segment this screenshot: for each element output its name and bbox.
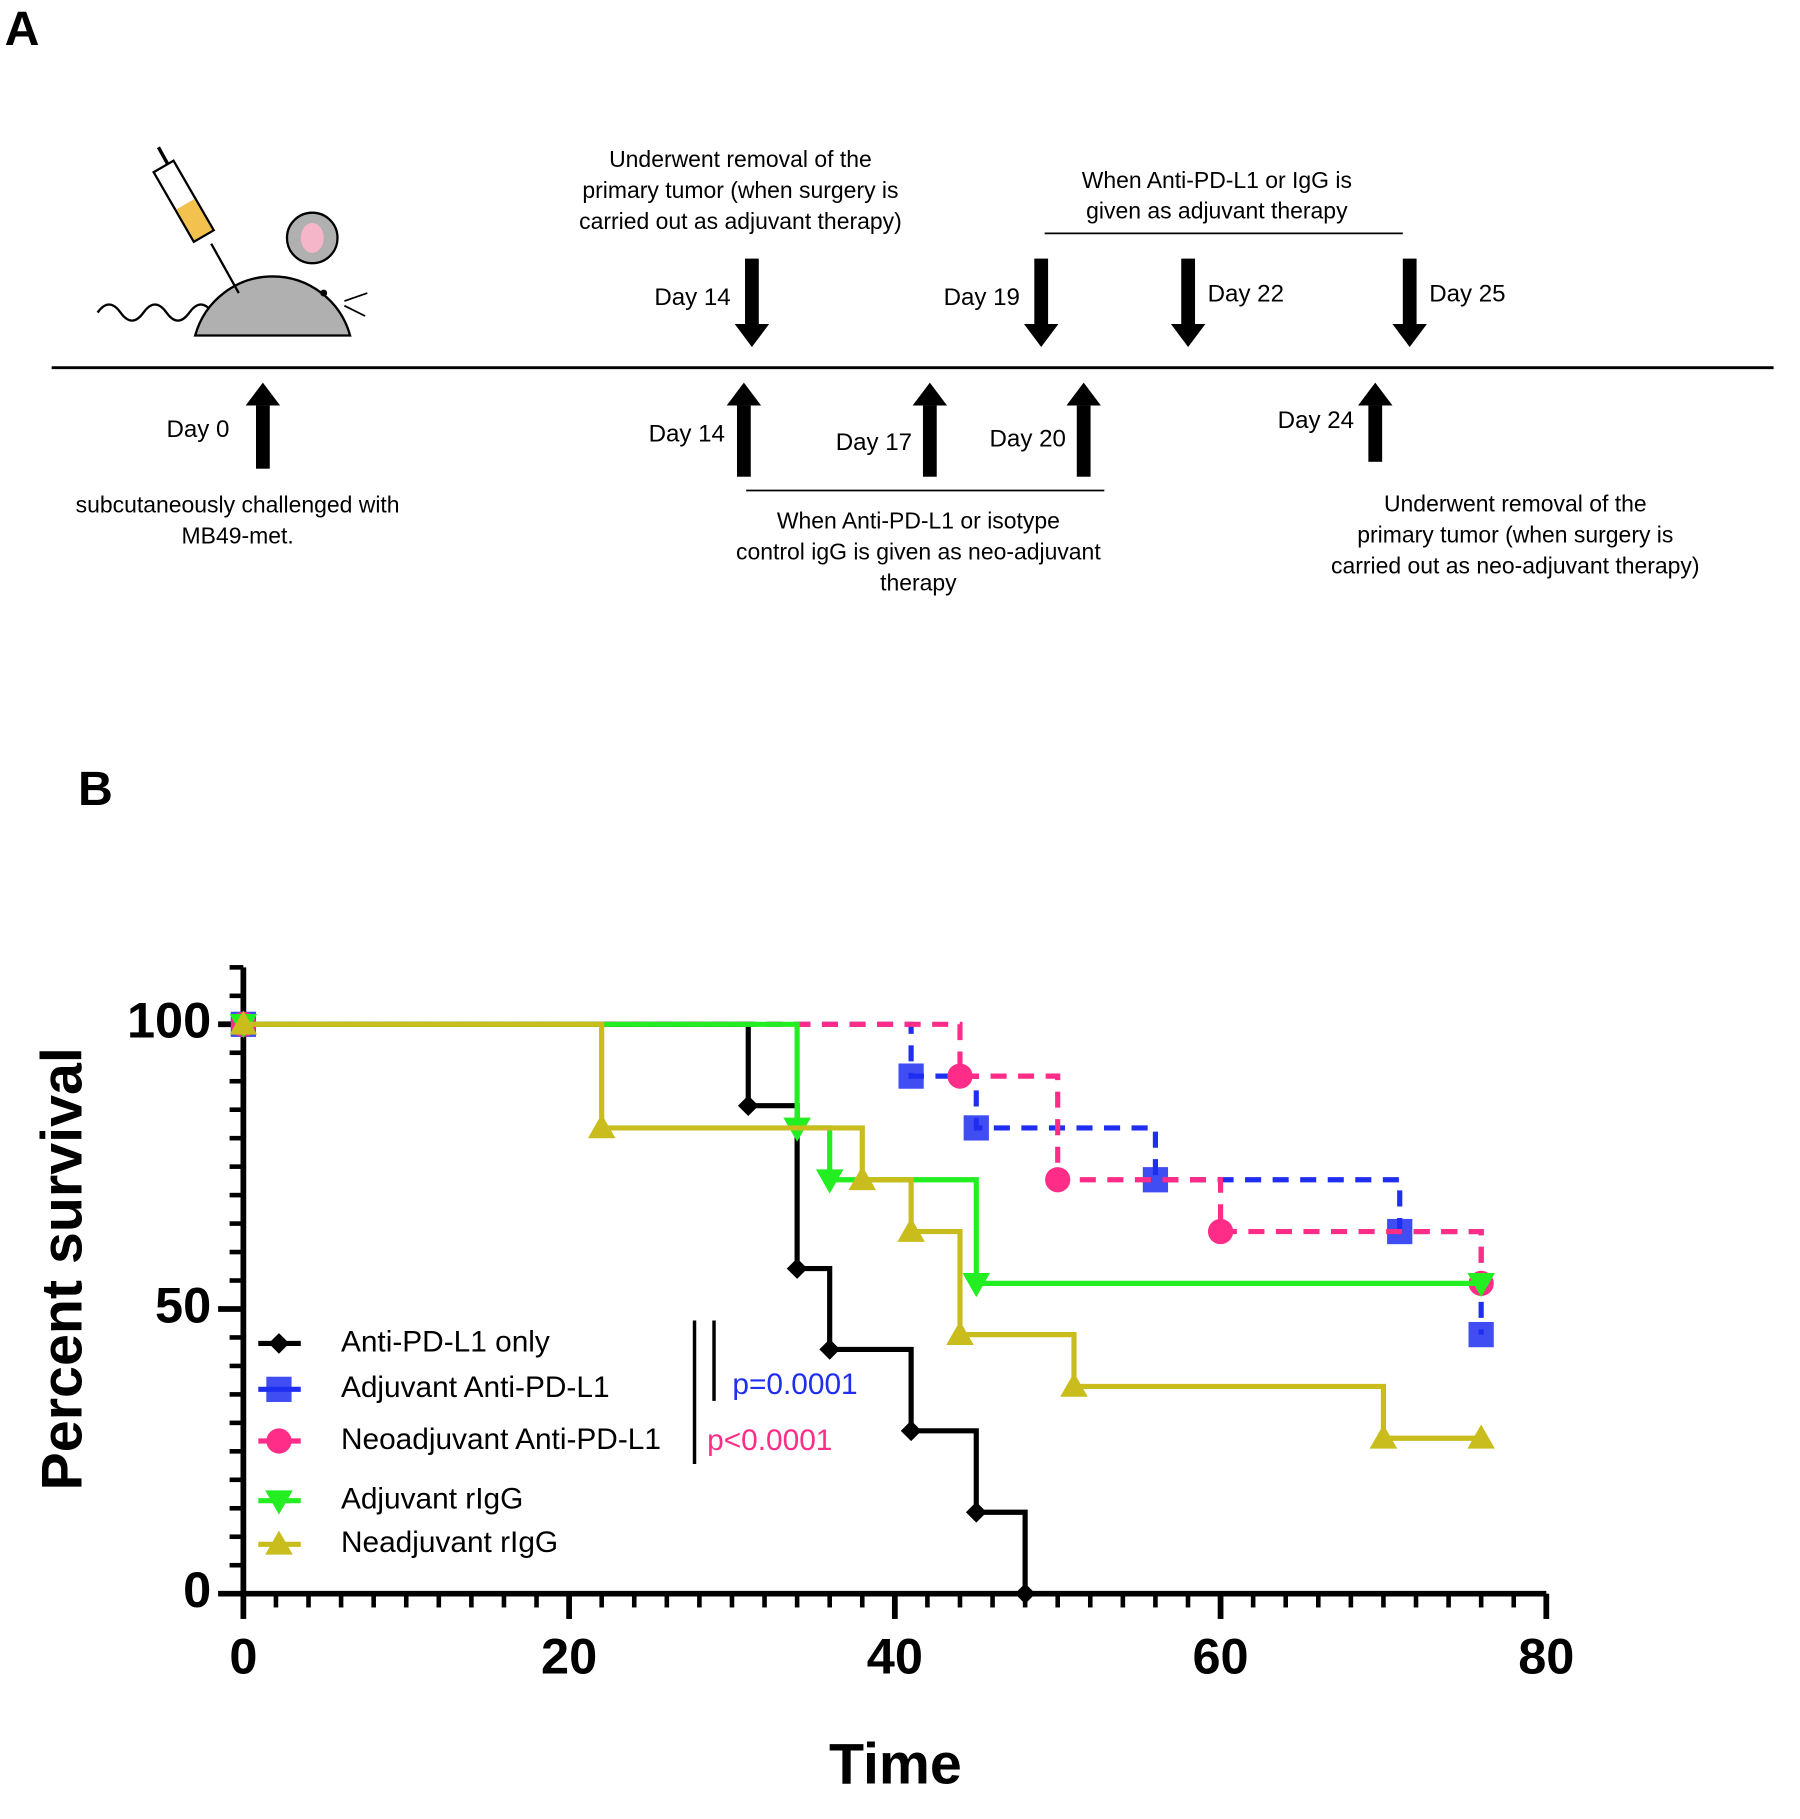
- marker: [848, 1165, 877, 1191]
- y-tick-label: 100: [127, 992, 211, 1049]
- note-text: Underwent removal of the: [1384, 490, 1647, 516]
- marker: [965, 1501, 987, 1523]
- marker: [898, 1063, 924, 1089]
- y-axis-label: Percent survival: [31, 1047, 95, 1490]
- marker: [1045, 1167, 1071, 1193]
- panel-label: A: [5, 2, 40, 56]
- y-tick-label: 0: [183, 1561, 211, 1618]
- marker: [229, 1010, 258, 1035]
- marker: [737, 1095, 759, 1117]
- arrow-head: [912, 382, 948, 406]
- survival-line: [243, 1021, 1482, 1286]
- marker: [587, 1114, 616, 1139]
- day-label: Day 22: [1208, 281, 1284, 308]
- day-label: Day 20: [990, 425, 1066, 452]
- x-tick-label: 40: [867, 1628, 923, 1685]
- arrow-shaft: [255, 405, 270, 469]
- note-text: control igG is given as neo-adjuvant: [736, 539, 1101, 565]
- day-label: Day 24: [1278, 407, 1354, 434]
- note-text: therapy: [880, 570, 957, 596]
- marker: [897, 1217, 925, 1242]
- note-text: carried out as neo-adjuvant therapy): [1331, 552, 1700, 578]
- marker: [963, 1115, 989, 1141]
- note-text: carried out as adjuvant therapy): [579, 208, 902, 234]
- note-text: When Anti-PD-L1 or isotype: [777, 508, 1060, 534]
- arrow-shaft: [1368, 405, 1383, 462]
- marker: [1060, 1372, 1088, 1397]
- note-text: primary tumor (when surgery is: [582, 177, 898, 203]
- arrow-head: [1392, 324, 1427, 347]
- marker: [1467, 1273, 1495, 1298]
- day-label: Day 0: [166, 416, 229, 443]
- x-tick-label: 60: [1192, 1628, 1248, 1685]
- p-value: p=0.0001: [732, 1368, 857, 1401]
- marker: [946, 1320, 974, 1345]
- marker: [947, 1063, 973, 1089]
- arrow-shaft: [1076, 405, 1091, 477]
- y-tick-label: 50: [155, 1276, 211, 1333]
- arrow-shaft: [736, 405, 751, 477]
- arrow-head: [1358, 382, 1393, 406]
- arrow-head: [726, 382, 762, 406]
- arrow-head: [734, 324, 770, 347]
- arrow-shaft: [1181, 258, 1196, 325]
- note-text: primary tumor (when surgery is: [1357, 521, 1673, 547]
- legend-label: Adjuvant Anti-PD-L1: [341, 1371, 610, 1404]
- day-label: Day 25: [1429, 281, 1505, 308]
- marker: [1467, 1424, 1495, 1449]
- legend-marker: [265, 1490, 293, 1515]
- x-tick-label: 0: [229, 1628, 257, 1685]
- marker: [962, 1273, 991, 1298]
- note-text: MB49-met.: [182, 523, 294, 549]
- marker: [1468, 1321, 1494, 1348]
- marker: [1369, 1424, 1398, 1449]
- marker: [786, 1258, 808, 1279]
- x-tick-label: 80: [1518, 1628, 1574, 1685]
- p-value: p<0.0001: [707, 1424, 832, 1457]
- marker: [1014, 1583, 1036, 1605]
- legend-marker: [266, 1376, 292, 1402]
- arrow-head: [245, 382, 281, 406]
- arrow-head: [1066, 382, 1101, 406]
- legend-label: Neoadjuvant Anti-PD-L1: [341, 1423, 661, 1456]
- arrow-shaft: [1402, 258, 1417, 325]
- arrow-shaft: [1034, 258, 1049, 325]
- arrow-shaft: [922, 405, 937, 477]
- panel-label: B: [78, 762, 113, 816]
- legend-label: Adjuvant rIgG: [341, 1483, 523, 1516]
- note-text: When Anti-PD-L1 or IgG is: [1082, 167, 1352, 193]
- day-label: Day 19: [944, 284, 1020, 311]
- day-label: Day 17: [836, 429, 912, 456]
- legend-label: Neadjuvant rIgG: [341, 1526, 558, 1559]
- mouse-illustration: [96, 146, 368, 337]
- marker: [1207, 1218, 1234, 1245]
- legend-marker: [265, 1530, 293, 1555]
- x-tick-label: 20: [541, 1628, 597, 1685]
- arrow-head: [1023, 324, 1059, 347]
- marker: [819, 1339, 841, 1360]
- survival-line: [243, 1021, 1482, 1441]
- arrow-head: [1170, 324, 1206, 347]
- note-text: subcutaneously challenged with: [76, 492, 400, 518]
- note-text: given as adjuvant therapy: [1086, 198, 1348, 224]
- x-axis-label: Time: [829, 1732, 962, 1796]
- legend-label: Anti-PD-L1 only: [341, 1325, 550, 1358]
- day-label: Day 14: [649, 421, 725, 448]
- marker: [815, 1169, 844, 1194]
- day-label: Day 14: [654, 284, 730, 311]
- note-text: Underwent removal of the: [609, 146, 872, 172]
- marker: [900, 1420, 922, 1442]
- arrow-shaft: [745, 258, 759, 325]
- legend-marker: [268, 1333, 290, 1354]
- legend-marker: [266, 1428, 292, 1454]
